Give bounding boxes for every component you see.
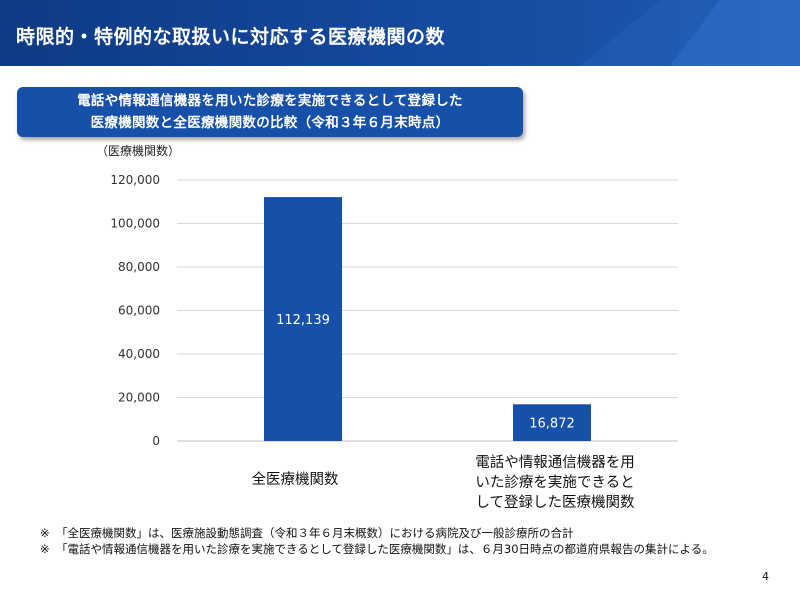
footnotes: ※ 「全医療機関数」は、医療施設動態調査（令和３年６月末概数）における病院及び一… bbox=[40, 525, 760, 557]
x-category-label-all: 全医療機関数 bbox=[205, 470, 385, 490]
bar-value-label-1: 16,872 bbox=[529, 417, 575, 432]
page-title: 時限的・特例的な取扱いに対応する医療機関の数 bbox=[16, 26, 446, 48]
header-bar: 時限的・特例的な取扱いに対応する医療機関の数 bbox=[0, 0, 800, 66]
x-category-label-line: して登録した医療機関数 bbox=[475, 495, 635, 511]
x-category-label-registered: 電話や情報通信機器を用 いた診療を実施できると して登録した医療機関数 bbox=[445, 453, 665, 513]
footnote-2-mark: ※ bbox=[40, 542, 50, 556]
footnote-2-text: 「電話や情報通信機器を用いた診療を実施できるとして登録した医療機関数」は、６月3… bbox=[56, 542, 714, 556]
y-tick-label: 80,000 bbox=[118, 260, 160, 274]
bar-0 bbox=[264, 197, 342, 441]
footnote-1-mark: ※ bbox=[40, 526, 50, 540]
y-tick-label: 40,000 bbox=[118, 347, 160, 361]
y-tick-label: 20,000 bbox=[118, 391, 160, 405]
x-category-label-line: 全医療機関数 bbox=[251, 472, 339, 488]
y-tick-label: 60,000 bbox=[118, 304, 160, 318]
header-decoration bbox=[580, 0, 800, 66]
page-number: 4 bbox=[762, 570, 769, 583]
bar-1 bbox=[513, 404, 591, 441]
y-tick-label: 0 bbox=[152, 434, 160, 448]
footnote-2: ※ 「電話や情報通信機器を用いた診療を実施できるとして登録した医療機関数」は、６… bbox=[40, 541, 760, 557]
bar-value-label-0: 112,139 bbox=[276, 313, 330, 328]
x-category-label-line: 電話や情報通信機器を用 bbox=[475, 455, 635, 471]
x-category-label-line: いた診療を実施できると bbox=[475, 475, 635, 491]
footnote-1-text: 「全医療機関数」は、医療施設動態調査（令和３年６月末概数）における病院及び一般診… bbox=[56, 526, 574, 540]
y-tick-label: 100,000 bbox=[110, 217, 160, 231]
chart-title-line-2: 医療機関数と全医療機関数の比較（令和３年６月末時点） bbox=[90, 115, 450, 131]
bar-chart: 120,000 100,000 80,000 60,000 40,000 20,000 0 1… bbox=[110, 173, 678, 448]
y-axis-unit-label: （医療機関数） bbox=[96, 144, 181, 158]
chart-title-line-1: 電話や情報通信機器を用いた診療を実施できるとして登録した bbox=[77, 93, 463, 109]
footnote-1: ※ 「全医療機関数」は、医療施設動態調査（令和３年６月末概数）における病院及び一… bbox=[40, 525, 760, 541]
y-tick-label: 120,000 bbox=[110, 173, 160, 187]
chart-title-box: 電話や情報通信機器を用いた診療を実施できるとして登録した 医療機関数と全医療機関… bbox=[17, 87, 523, 137]
